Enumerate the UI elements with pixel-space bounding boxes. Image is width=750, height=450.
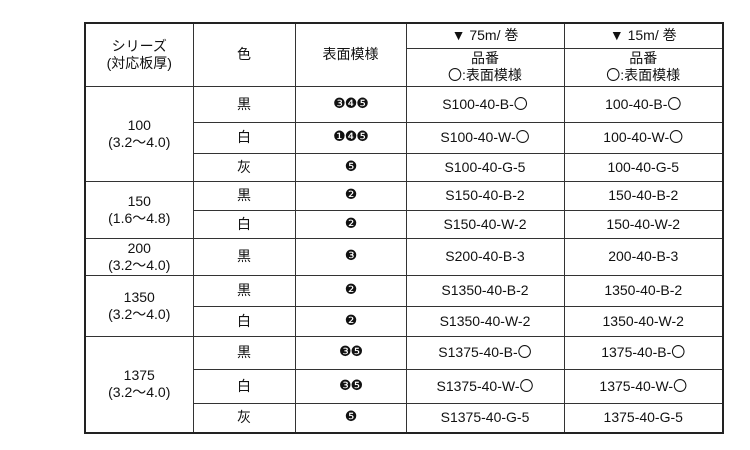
header-series: シリーズ (対応板厚) (84, 22, 194, 87)
pattern-cell: ❺ (294, 152, 407, 182)
pattern-cell: ❺ (294, 402, 407, 434)
part-number-75m: S100-40-W-〇 (405, 121, 565, 154)
part-number-75m: S1375-40-B-〇 (405, 335, 565, 370)
part-number-15m: 150-40-B-2 (563, 180, 724, 211)
header-partno-75m: 品番 〇:表面模様 (405, 47, 565, 87)
part-number-15m: 100-40-W-〇 (563, 121, 724, 154)
table-row: 150 (1.6〜4.8) 黒 ❷ S150-40-B-2 150-40-B-2 (84, 180, 724, 239)
part-number-15m: 1375-40-B-〇 (563, 335, 724, 370)
series-cell: 200 (3.2〜4.0) (84, 237, 194, 276)
pattern-cell: ❷ (294, 180, 407, 211)
pattern-cell: ❸❺ (294, 368, 407, 404)
color-cell: 黒 (192, 274, 296, 307)
part-number-75m: S1350-40-B-2 (405, 274, 565, 307)
part-number-15m: 1350-40-W-2 (563, 305, 724, 337)
part-number-75m: S150-40-B-2 (405, 180, 565, 211)
pattern-cell: ❷ (294, 305, 407, 337)
color-cell: 白 (192, 368, 296, 404)
part-number-75m: S100-40-G-5 (405, 152, 565, 182)
table-row: 白 ❶❹❺ S100-40-W-〇 100-40-W-〇 (85, 121, 724, 154)
color-cell: 白 (192, 305, 296, 337)
table-row: 1350 (3.2〜4.0) 黒 ❷ S1350-40-B-2 1350-40-B-2 (84, 274, 724, 337)
color-cell: 灰 (192, 152, 296, 182)
pattern-cell: ❸ (294, 237, 407, 276)
table-row: 白 ❷ S1350-40-W-2 1350-40-W-2 (85, 305, 724, 337)
table-row: 100 (3.2〜4.0) 黒 ❸❹❺ S100-40-B-〇 100-40-B-〇 (84, 85, 724, 182)
pattern-cell: ❶❹❺ (294, 121, 407, 154)
header-roll-75m: ▼ 75m/ 巻 (405, 22, 565, 49)
header-partno-15m: 品番 〇:表面模様 (563, 47, 724, 87)
table-row: 白 ❸❺ S1375-40-W-〇 1375-40-W-〇 (85, 368, 724, 404)
color-cell: 黒 (192, 85, 296, 123)
part-number-75m: S1350-40-W-2 (405, 305, 565, 337)
part-number-75m: S100-40-B-〇 (405, 85, 565, 123)
header-color: 色 (192, 22, 296, 87)
product-table: シリーズ (対応板厚) 色 表面模様 ▼ 75m/ 巻 ▼ 15m/ 巻 品番 … (84, 22, 724, 434)
part-number-15m: 100-40-B-〇 (563, 85, 724, 123)
pattern-cell: ❸❹❺ (294, 85, 407, 123)
part-number-75m: S1375-40-W-〇 (405, 368, 565, 404)
color-cell: 黒 (192, 237, 296, 276)
series-cell: 150 (1.6〜4.8) (84, 180, 194, 239)
part-number-15m: 1350-40-B-2 (563, 274, 724, 307)
part-number-75m: S1375-40-G-5 (405, 402, 565, 434)
color-cell: 白 (192, 121, 296, 154)
table-row: 灰 ❺ S100-40-G-5 100-40-G-5 (85, 152, 724, 182)
part-number-15m: 200-40-B-3 (563, 237, 724, 276)
part-number-15m: 100-40-G-5 (563, 152, 724, 182)
pattern-cell: ❷ (294, 209, 407, 239)
pattern-cell: ❷ (294, 274, 407, 307)
series-cell: 1350 (3.2〜4.0) (84, 274, 194, 337)
header-roll-15m: ▼ 15m/ 巻 (563, 22, 724, 49)
color-cell: 黒 (192, 335, 296, 370)
part-number-15m: 1375-40-G-5 (563, 402, 724, 434)
series-cell: 1375 (3.2〜4.0) (84, 335, 194, 434)
table-row: 灰 ❺ S1375-40-G-5 1375-40-G-5 (85, 402, 724, 434)
table-row: 200 (3.2〜4.0) 黒 ❸ S200-40-B-3 200-40-B-3 (84, 237, 724, 276)
color-cell: 白 (192, 209, 296, 239)
part-number-75m: S150-40-W-2 (405, 209, 565, 239)
table-body: 100 (3.2〜4.0) 黒 ❸❹❺ S100-40-B-〇 100-40-B-〇白 ❶… (84, 85, 724, 434)
part-number-15m: 1375-40-W-〇 (563, 368, 724, 404)
part-number-75m: S200-40-B-3 (405, 237, 565, 276)
table-row: 白 ❷ S150-40-W-2 150-40-W-2 (85, 209, 724, 239)
series-cell: 100 (3.2〜4.0) (84, 85, 194, 182)
header-pattern: 表面模様 (294, 22, 407, 87)
color-cell: 灰 (192, 402, 296, 434)
table-row: 1375 (3.2〜4.0) 黒 ❸❺ S1375-40-B-〇 1375-40-B-〇 (84, 335, 724, 434)
part-number-15m: 150-40-W-2 (563, 209, 724, 239)
color-cell: 黒 (192, 180, 296, 211)
pattern-cell: ❸❺ (294, 335, 407, 370)
